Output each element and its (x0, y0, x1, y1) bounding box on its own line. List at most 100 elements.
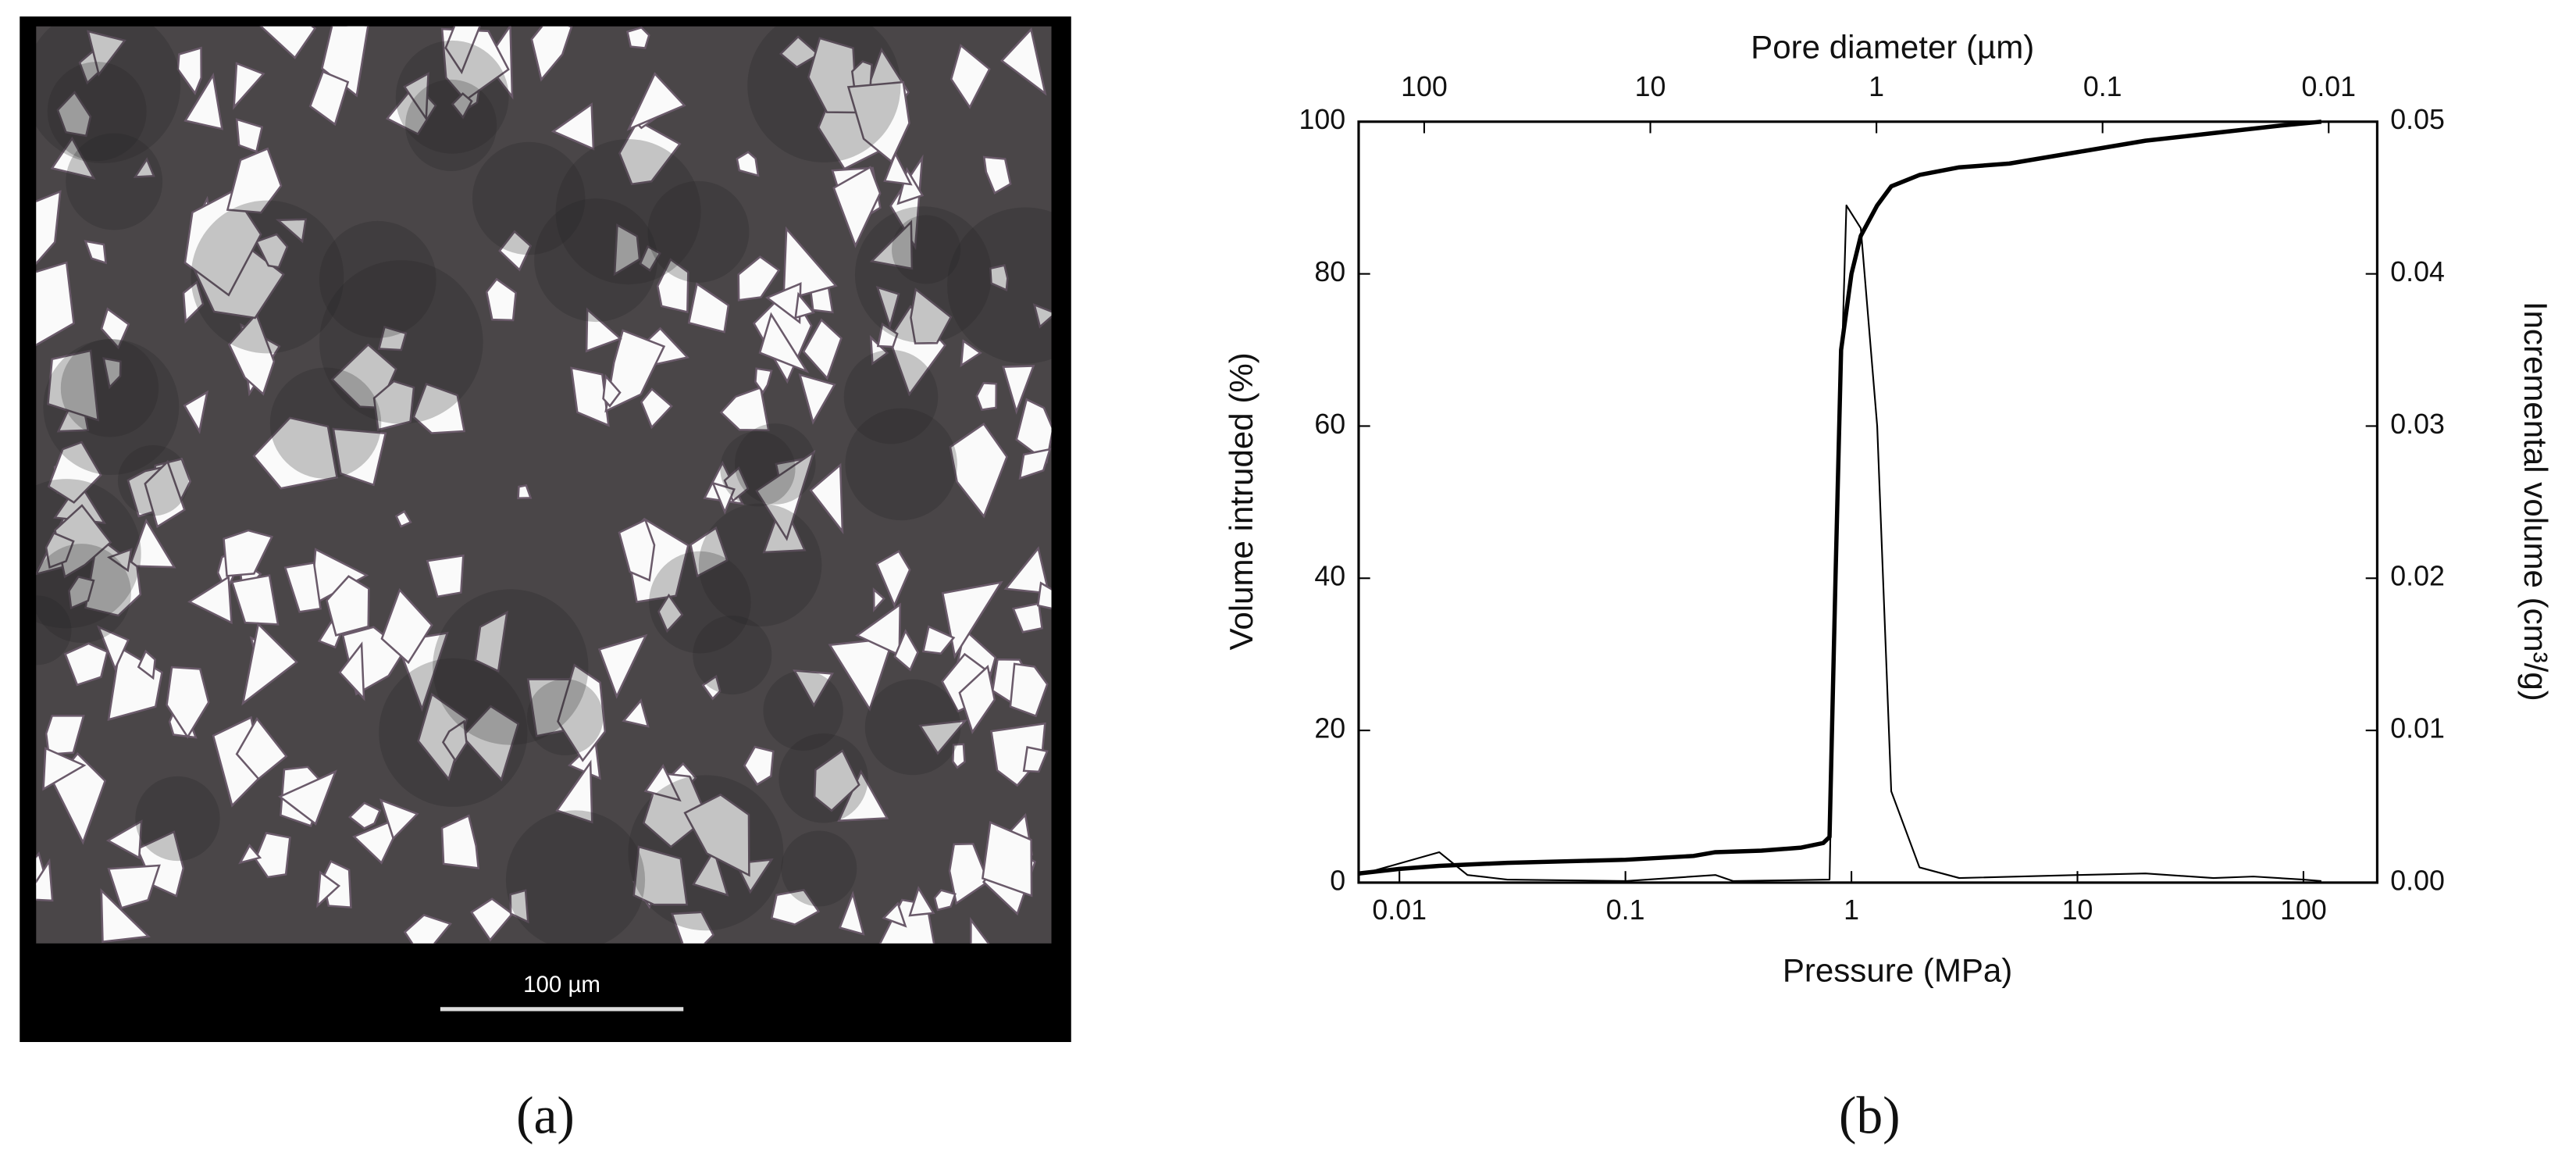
grain (656, 258, 689, 314)
grain (1009, 662, 1049, 718)
grain (743, 745, 775, 787)
grain (770, 889, 821, 926)
dark-patch (628, 775, 784, 931)
grain (755, 449, 816, 541)
data-line (1358, 120, 2322, 876)
grain (440, 814, 480, 869)
grain (252, 416, 338, 490)
grain (530, 26, 573, 82)
grain (223, 529, 274, 577)
grain (379, 798, 419, 840)
grain (632, 845, 689, 906)
x2-tick-label: 1 (1869, 71, 1884, 102)
x2-axis-title: Pore diameter (µm) (1751, 28, 2034, 65)
x-tick-label: 10 (2062, 894, 2093, 926)
y-axis-title: Volume intruded (%) (1223, 352, 1259, 650)
grain (320, 26, 369, 98)
grain (54, 504, 112, 579)
dark-patch (892, 215, 961, 284)
grain (941, 580, 1003, 659)
grain (1032, 303, 1052, 329)
data-line (1358, 204, 2321, 883)
grain (782, 226, 838, 302)
dark-patch (864, 679, 961, 776)
dark-patch (36, 479, 141, 629)
dark-patch (505, 810, 646, 944)
grain (326, 575, 370, 637)
dark-patch (66, 133, 163, 230)
grain (813, 749, 860, 812)
grain (875, 550, 911, 608)
grain (128, 518, 176, 569)
dark-patch (269, 367, 382, 479)
grain (470, 898, 514, 942)
dark-patch (43, 339, 180, 476)
grain (183, 190, 262, 297)
y-tick-label: 0 (1330, 865, 1345, 896)
grain (779, 35, 821, 69)
grain (933, 889, 957, 912)
grain (441, 719, 468, 762)
grain (238, 844, 262, 865)
dark-patch (405, 79, 497, 172)
grain (283, 562, 322, 613)
grain (42, 747, 87, 791)
x2-tick-label: 100 (1401, 71, 1448, 102)
grain (960, 339, 982, 368)
grain (332, 427, 387, 487)
dark-patch (36, 26, 181, 163)
dark-patch (191, 200, 344, 354)
grain (736, 151, 760, 177)
grain (838, 890, 865, 936)
grain (255, 233, 289, 269)
grain (63, 642, 109, 687)
grain (1022, 746, 1049, 773)
grain (989, 264, 1009, 292)
dark-patch (395, 40, 509, 154)
grain (241, 622, 298, 706)
grain (278, 769, 337, 826)
grain (451, 92, 473, 120)
grain (498, 230, 533, 272)
grain (794, 291, 816, 319)
grain (683, 793, 750, 877)
micrograph (36, 26, 1052, 944)
grain (692, 848, 729, 897)
dark-patch (117, 444, 189, 516)
grain (45, 531, 75, 569)
grain (377, 325, 408, 352)
grain (896, 166, 925, 205)
grain (657, 593, 684, 633)
grain (36, 261, 75, 347)
grain (338, 641, 365, 701)
grain (793, 669, 834, 708)
grain (602, 373, 622, 408)
grain (872, 587, 885, 612)
grain (226, 147, 283, 214)
grain (517, 484, 533, 500)
grain (1002, 365, 1035, 415)
dark-patch (319, 220, 436, 338)
grain (144, 459, 186, 529)
dark-patch (36, 595, 72, 666)
dark-patch (843, 349, 939, 444)
grain (45, 715, 85, 756)
y-tick-label: 80 (1314, 256, 1345, 287)
grain (56, 91, 92, 137)
dark-patch (845, 408, 957, 521)
grain (643, 763, 682, 802)
y2-tick-label: 0.01 (2390, 713, 2445, 744)
grain (918, 719, 967, 755)
grain (403, 913, 453, 944)
grain (228, 312, 276, 396)
dark-patch (720, 431, 796, 507)
grain (882, 901, 907, 928)
grain (949, 422, 1008, 519)
grain (106, 548, 133, 573)
grain (183, 72, 224, 130)
grain (50, 136, 96, 180)
grain (883, 151, 913, 186)
dark-patch (734, 423, 816, 505)
grain (36, 858, 54, 902)
